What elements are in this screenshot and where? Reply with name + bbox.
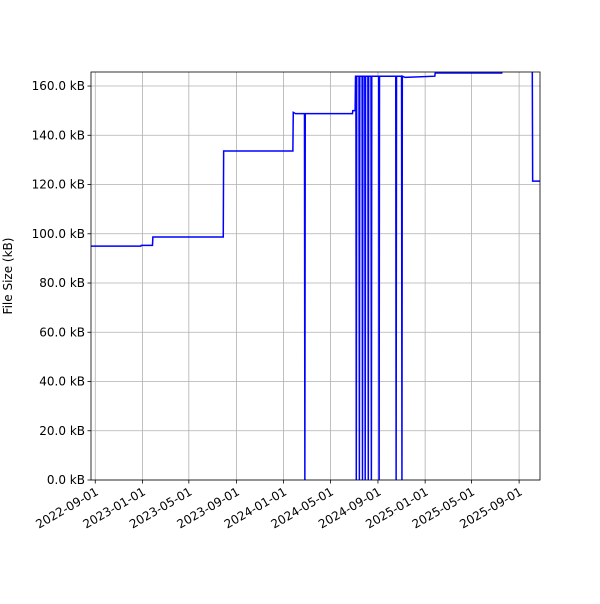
y-tick-label: 20.0 kB [39,424,85,438]
y-tick-label: 120.0 kB [32,178,85,192]
y-tick-label: 100.0 kB [32,227,85,241]
y-tick-label: 140.0 kB [32,128,85,142]
plot-frame [90,71,541,481]
y-tick-label: 160.0 kB [32,79,85,93]
data-line [91,72,540,480]
y-axis-label: File Size (kB) [1,238,15,315]
y-tick-label: 40.0 kB [39,375,85,389]
y-tick-label: 60.0 kB [39,325,85,339]
y-tick-label: 0.0 kB [47,473,85,487]
y-tick-label: 80.0 kB [39,276,85,290]
